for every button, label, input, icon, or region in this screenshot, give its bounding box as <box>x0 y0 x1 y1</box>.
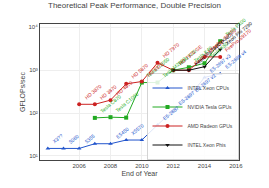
svg-text:E5450: E5450 <box>115 126 130 140</box>
svg-text:Xeon Phi 7120 (KNC): Xeon Phi 7120 (KNC) <box>193 31 234 67</box>
svg-text:HD 7970: HD 7970 <box>161 41 180 58</box>
svg-text:HD 6970: HD 6970 <box>145 60 164 77</box>
svg-text:2010: 2010 <box>135 163 149 169</box>
svg-text:Tesla K80: Tesla K80 <box>209 40 230 59</box>
svg-text:10²: 10² <box>29 110 38 116</box>
svg-text:FirePro S10000: FirePro S10000 <box>193 39 224 66</box>
svg-text:Tesla K20: Tesla K20 <box>177 48 198 67</box>
svg-text:INTEL Xeon Phis: INTEL Xeon Phis <box>188 142 227 148</box>
svg-text:10⁴: 10⁴ <box>29 24 39 30</box>
svg-text:Xeon Phi 7290: Xeon Phi 7290 <box>224 20 253 46</box>
svg-text:HD 3870: HD 3870 <box>99 83 118 100</box>
svg-text:HD 3870: HD 3870 <box>83 83 102 100</box>
svg-text:HD 4870: HD 4870 <box>115 79 134 96</box>
svg-text:HD 7970 GE: HD 7970 GE <box>178 43 204 66</box>
svg-text:E5-2699 v4: E5-2699 v4 <box>224 48 248 69</box>
svg-text:X3??: X3?? <box>51 132 64 144</box>
svg-text:NVIDIA Tesla GPUs: NVIDIA Tesla GPUs <box>188 104 233 110</box>
svg-text:E5-2687: E5-2687 <box>162 104 181 121</box>
svg-text:AMD Radeon GPUs: AMD Radeon GPUs <box>188 123 233 129</box>
svg-text:INTEL Xeon CPUs: INTEL Xeon CPUs <box>188 85 230 91</box>
svg-text:Tesla M2090: Tesla M2090 <box>161 56 187 79</box>
svg-text:E5-2697 v3: E5-2697 v3 <box>208 53 232 74</box>
svg-text:Tesla K40: Tesla K40 <box>193 45 214 64</box>
svg-text:10¹: 10¹ <box>29 153 38 159</box>
svg-text:GFLOPs/sec: GFLOPs/sec <box>19 71 26 112</box>
svg-text:5060: 5060 <box>67 133 80 145</box>
svg-text:End of Year: End of Year <box>121 170 158 177</box>
svg-text:E5-2697 v2: E5-2697 v2 <box>193 72 217 93</box>
svg-text:Theoretical Peak Performance,: Theoretical Peak Performance, Double Pre… <box>48 1 221 10</box>
svg-text:2012: 2012 <box>167 163 181 169</box>
svg-text:FirePro S9170: FirePro S9170 <box>224 27 253 52</box>
svg-text:2006: 2006 <box>72 163 86 169</box>
svg-text:5355: 5355 <box>83 133 96 145</box>
svg-text:Tesla C2050: Tesla C2050 <box>145 56 170 79</box>
svg-text:Tesla C1060: Tesla C1060 <box>114 91 139 114</box>
svg-text:FirePro S9150: FirePro S9150 <box>208 27 237 52</box>
svg-text:10³: 10³ <box>29 67 38 73</box>
svg-text:X5570: X5570 <box>130 122 145 136</box>
svg-text:Tesla P100: Tesla P100 <box>224 17 247 38</box>
svg-text:2014: 2014 <box>198 163 212 169</box>
svg-text:2008: 2008 <box>104 163 118 169</box>
svg-text:HD 5870: HD 5870 <box>130 62 149 79</box>
svg-text:E5-2697: E5-2697 <box>177 89 196 106</box>
svg-text:2016: 2016 <box>229 163 243 169</box>
svg-text:Tesla C870: Tesla C870 <box>99 93 122 114</box>
